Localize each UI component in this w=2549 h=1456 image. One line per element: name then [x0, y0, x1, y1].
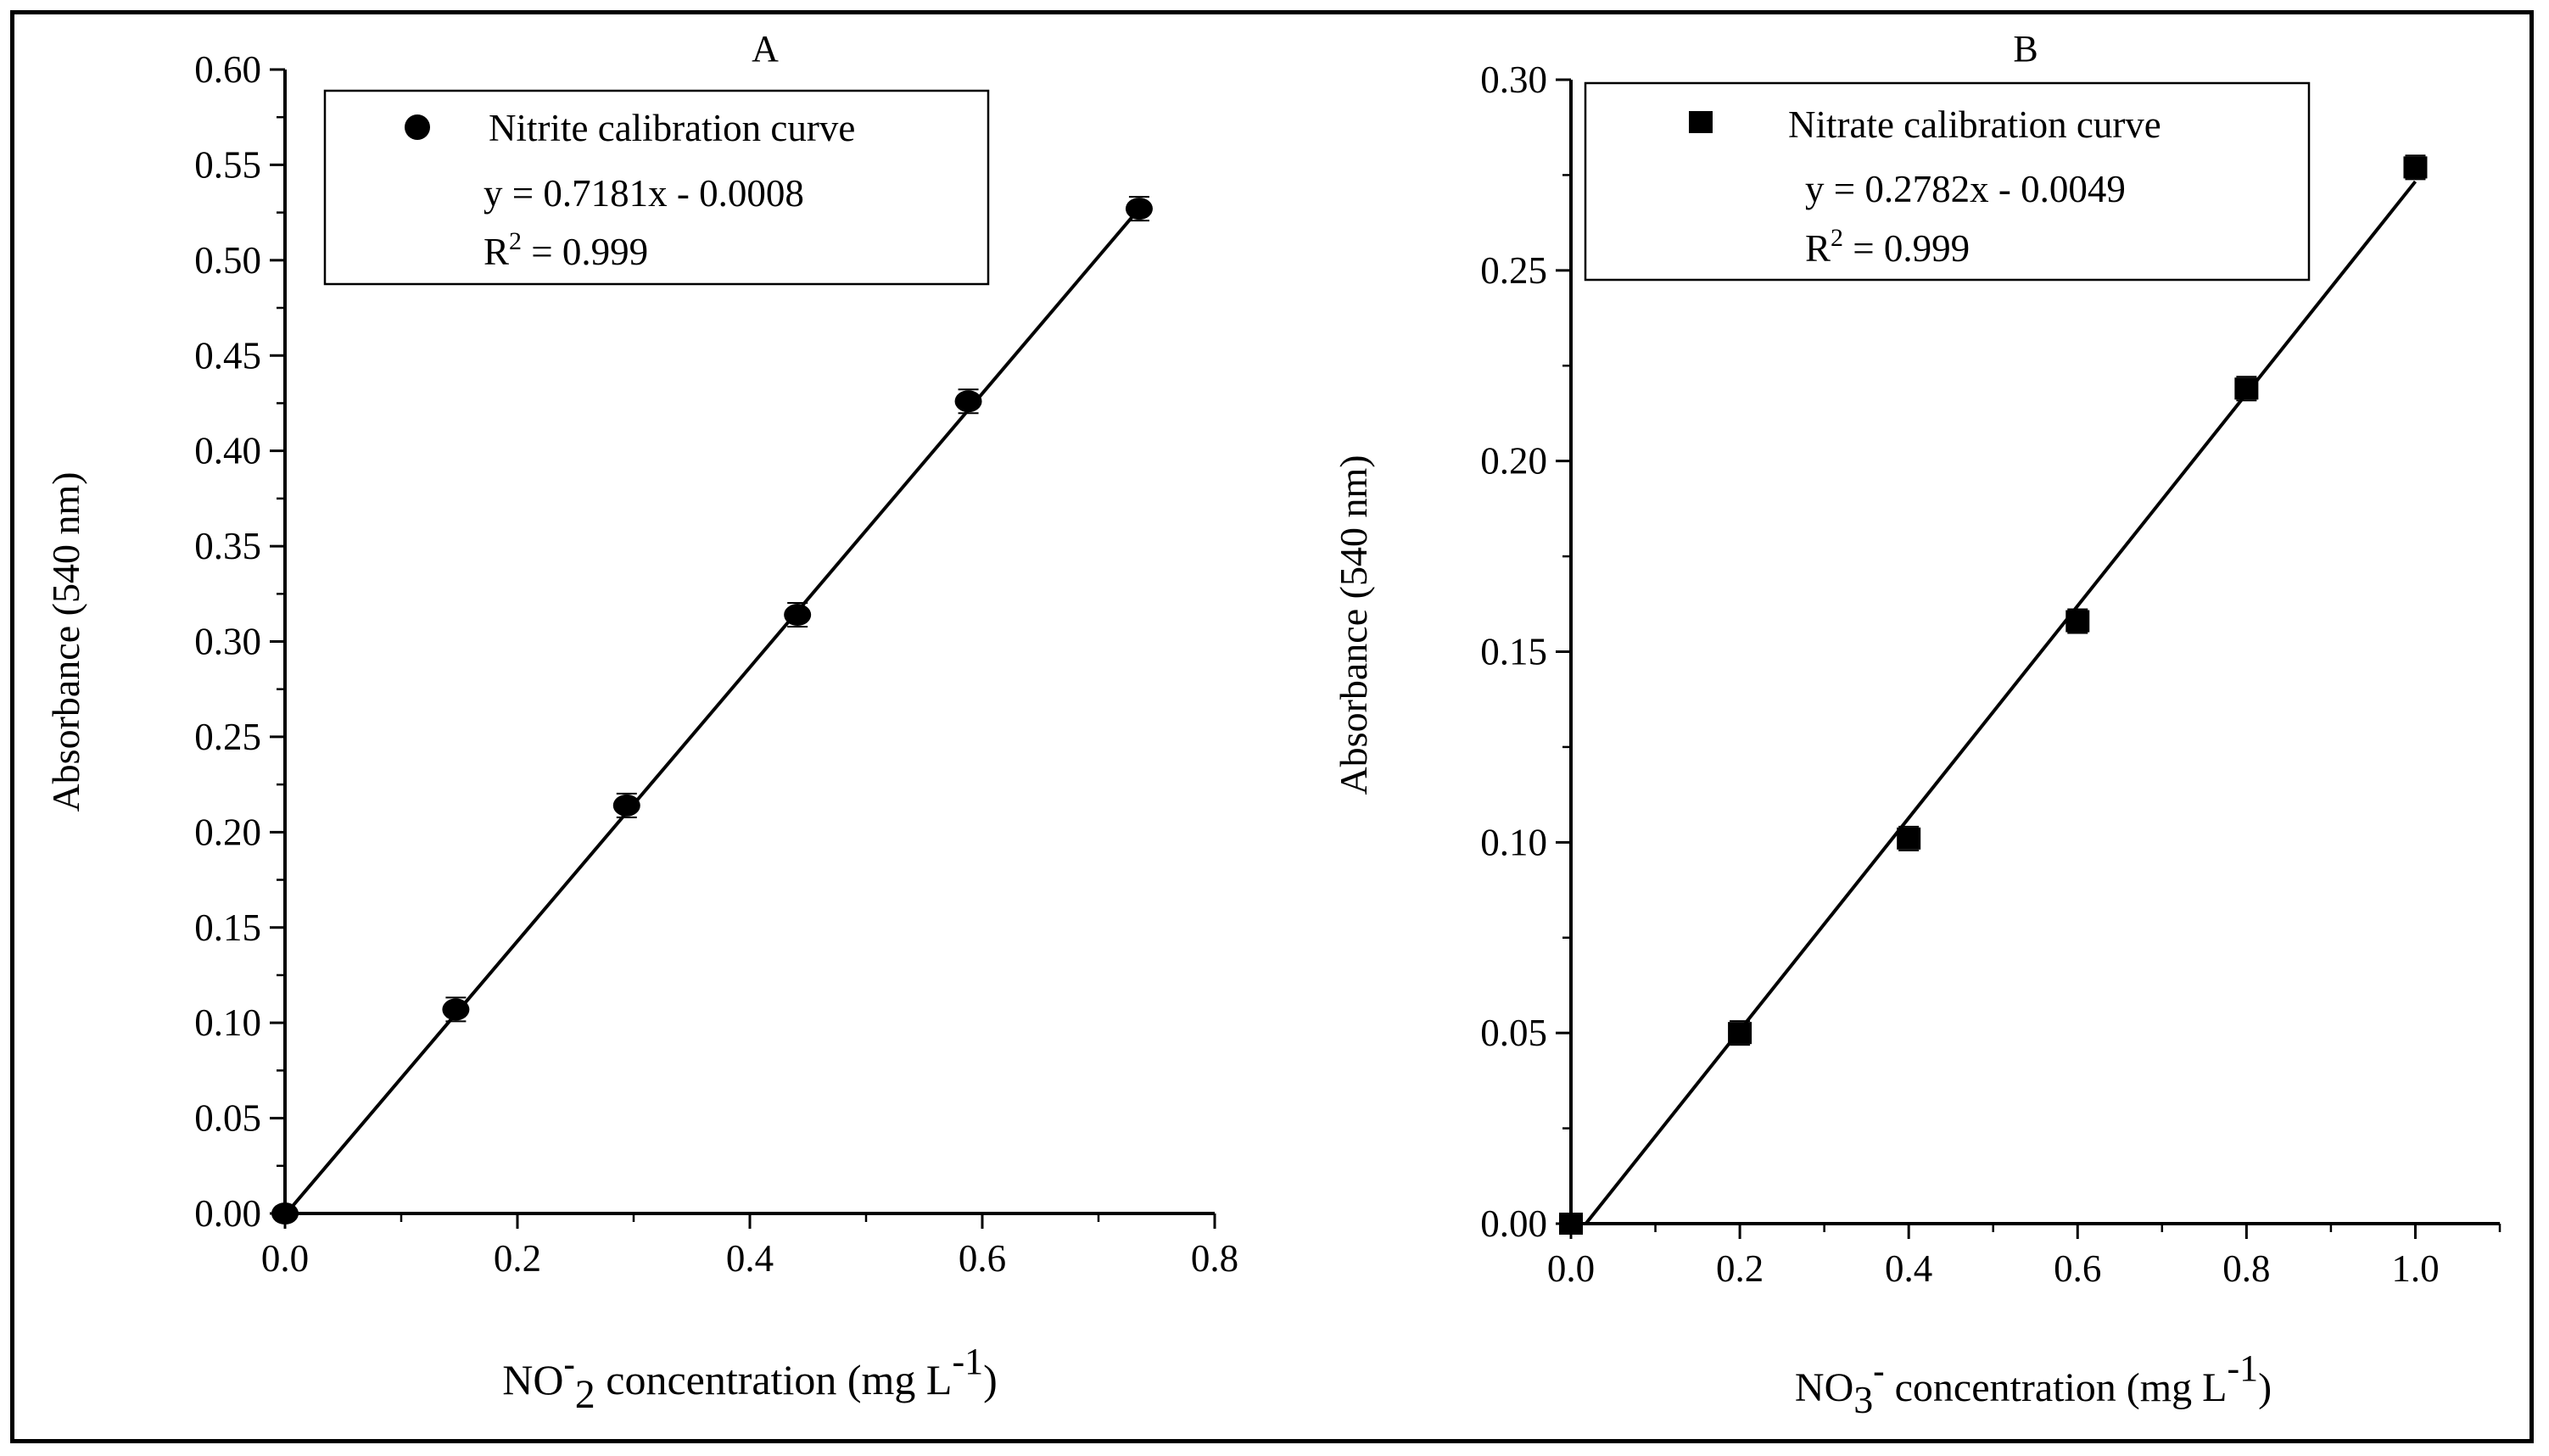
panel-a-y-tick-labels: 0.00 0.05 0.10 0.15 0.20 0.25 0.30 0.35 …	[194, 48, 261, 1235]
panel-a-fit-line	[285, 207, 1141, 1215]
panel-b-x-ticks	[1569, 1224, 2501, 1239]
panel-b-legend-r2: R2 = 0.999	[1805, 224, 1970, 270]
panel-b-data-points	[1559, 154, 2428, 1235]
panel-b-fit-line	[1584, 180, 2418, 1225]
panel-b-x-tick-label: 0.2	[1716, 1247, 1764, 1290]
panel-a-y-tick-label: 0.35	[194, 525, 261, 567]
panel-b-x-tick-label: 0.8	[2222, 1247, 2270, 1290]
panel-a-y-tick-label: 0.45	[194, 334, 261, 377]
panel-b-y-tick-label: 0.25	[1480, 249, 1547, 292]
panel-a-y-tick-label: 0.40	[194, 430, 261, 472]
panel-b-legend-entry: Nitrate calibration curve	[1788, 103, 2161, 146]
data-point	[612, 794, 640, 817]
panel-a-legend-equation: y = 0.7181x - 0.0008	[484, 172, 804, 215]
panel-a-data-points	[271, 196, 1153, 1224]
panel-a: A 0.00 0.05 0.10 0.15 0.20 0.25 0.30 0.3…	[44, 28, 1238, 1417]
data-point	[2234, 377, 2259, 400]
panel-b-x-tick-label: 0.4	[1885, 1247, 1932, 1290]
panel-a-x-tick-label: 0.2	[494, 1237, 541, 1280]
panel-a-x-tick-labels: 0.0 0.2 0.4 0.6 0.8	[261, 1237, 1238, 1280]
panel-a-legend-marker	[405, 114, 430, 140]
panel-a-y-tick-label: 0.10	[194, 1001, 261, 1044]
data-point	[1559, 1213, 1583, 1235]
panel-a-x-tick-label: 0.0	[261, 1237, 309, 1280]
data-point	[1897, 827, 1921, 850]
panel-b-y-tick-label: 0.05	[1480, 1012, 1547, 1054]
panel-b-label: B	[2013, 28, 2038, 70]
panel-a-legend-entry: Nitrite calibration curve	[489, 107, 855, 149]
data-point	[2065, 610, 2090, 633]
panel-b-x-axis-title: NO3- concentration (mg L-1)	[1795, 1347, 2272, 1421]
panel-a-x-ticks	[283, 1213, 1216, 1229]
panel-a-y-tick-label: 0.50	[194, 239, 261, 282]
data-point	[2403, 156, 2428, 179]
panel-b-legend: Nitrate calibration curve y = 0.2782x - …	[1584, 81, 2311, 282]
panel-b-y-tick-label: 0.10	[1480, 821, 1547, 863]
data-point	[442, 998, 470, 1021]
data-point	[1728, 1022, 1752, 1045]
panel-a-y-tick-label: 0.05	[194, 1097, 261, 1140]
panel-a-x-tick-label: 0.8	[1191, 1237, 1238, 1280]
panel-a-x-tick-label: 0.6	[959, 1237, 1006, 1280]
panel-b-x-tick-label: 1.0	[2391, 1247, 2439, 1290]
panel-b-y-tick-label: 0.15	[1480, 631, 1547, 673]
panel-b: B 0.00 0.05 0.10 0.15 0.20 0.25 0.30 0.0…	[1332, 28, 2501, 1421]
data-point	[1125, 198, 1153, 220]
panel-a-legend: Nitrite calibration curve y = 0.7181x - …	[323, 89, 990, 286]
data-point	[954, 390, 982, 413]
panel-a-y-tick-label: 0.15	[194, 907, 261, 949]
panel-b-y-tick-labels: 0.00 0.05 0.10 0.15 0.20 0.25 0.30	[1480, 59, 1547, 1245]
panel-a-y-tick-label: 0.00	[194, 1192, 261, 1235]
panel-a-x-axis-title: NO-2 concentration (mg L-1)	[502, 1341, 998, 1417]
panel-a-x-tick-label: 0.4	[726, 1237, 774, 1280]
panel-a-y-tick-label: 0.55	[194, 143, 261, 186]
panel-b-y-tick-label: 0.20	[1480, 440, 1547, 483]
panel-a-y-axis-title: Absorbance (540 nm)	[44, 471, 87, 812]
panel-a-legend-r2: R2 = 0.999	[484, 227, 648, 273]
panel-b-x-tick-labels: 0.0 0.2 0.4 0.6 0.8 1.0	[1547, 1247, 2440, 1290]
panel-b-y-axis-title: Absorbance (540 nm)	[1332, 455, 1375, 795]
panel-a-y-tick-label: 0.20	[194, 811, 261, 853]
data-point	[271, 1202, 299, 1224]
panel-b-x-tick-label: 0.6	[2054, 1247, 2101, 1290]
panel-b-legend-equation: y = 0.2782x - 0.0049	[1805, 168, 2126, 210]
data-point	[784, 604, 812, 627]
panel-a-y-ticks	[270, 68, 285, 1215]
panel-a-y-tick-label: 0.60	[194, 48, 261, 91]
panel-a-y-tick-label: 0.25	[194, 716, 261, 758]
panel-b-y-tick-label: 0.30	[1480, 59, 1547, 101]
panel-a-legend-box	[323, 89, 990, 286]
panel-b-y-tick-label: 0.00	[1480, 1202, 1547, 1245]
panel-b-legend-marker	[1689, 111, 1713, 133]
panel-b-y-ticks	[1556, 78, 1571, 1225]
panel-a-y-tick-label: 0.30	[194, 621, 261, 663]
panel-a-label: A	[752, 28, 779, 70]
panel-b-x-tick-label: 0.0	[1547, 1247, 1595, 1290]
